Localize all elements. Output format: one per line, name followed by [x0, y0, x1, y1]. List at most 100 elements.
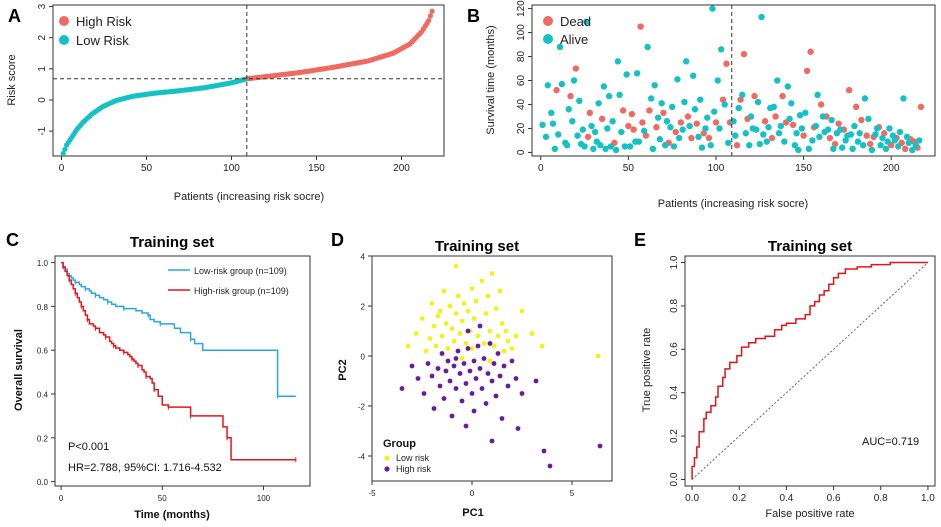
- panel-d-y-label: PC2: [337, 359, 349, 380]
- alive-point: [690, 72, 697, 79]
- alive-point: [856, 130, 863, 137]
- panel-d-legend-high-swatch: [384, 466, 390, 472]
- high-risk-point: [483, 401, 489, 406]
- high-risk-point: [451, 363, 457, 369]
- alive-point: [542, 133, 550, 141]
- alive-point: [758, 13, 765, 21]
- alive-point: [682, 58, 690, 65]
- high-risk-survival-curve: [61, 261, 296, 461]
- alive-point: [793, 130, 800, 137]
- dead-point: [789, 121, 797, 129]
- dead-point: [646, 107, 653, 114]
- panel-d-plot-frame: [371, 255, 613, 482]
- alive-point: [795, 146, 802, 154]
- alive-point: [539, 121, 546, 129]
- dead-point: [863, 132, 870, 139]
- high-risk-point: [465, 346, 471, 351]
- high-risk-point: [465, 328, 471, 334]
- b-x-tick-label: 200: [883, 163, 900, 174]
- alive-point: [658, 100, 665, 107]
- low-risk-point: [471, 316, 477, 321]
- alive-point: [816, 133, 823, 141]
- a-y-tick-label: 2: [37, 34, 48, 40]
- panel-e-y-ticks: 0.0 0.2 0.4 0.6 0.8 1.0: [669, 255, 685, 486]
- alive-point: [709, 5, 716, 12]
- alive-point: [588, 122, 595, 130]
- low-risk-point: [461, 301, 467, 306]
- panel-e: E Training set 0.0 0.2 0.4 0.6 0.8 1.0 0.0 0.2…: [634, 230, 936, 520]
- low-risk-point: [427, 336, 433, 341]
- panel-d-marks: [399, 263, 603, 469]
- low-risk-point: [433, 343, 439, 349]
- d-y-tick-label: 4: [361, 253, 366, 262]
- c-y-tick-label: 0.6: [37, 347, 49, 356]
- dead-point: [584, 133, 592, 141]
- low-risk-point: [479, 278, 485, 284]
- panel-d-legend-low-label: Low risk: [396, 453, 430, 463]
- alive-point: [747, 113, 755, 120]
- panel-a-x-label: Patients (increasing risk socre): [174, 191, 324, 203]
- alive-point: [654, 114, 662, 121]
- alive-point: [569, 118, 576, 125]
- dead-point: [619, 107, 627, 114]
- dead-point: [660, 109, 667, 117]
- low-risk-point: [473, 298, 479, 304]
- low-risk-point: [451, 338, 457, 344]
- d-x-tick-label: -5: [368, 489, 376, 498]
- panel-b-x-ticks: 0 50 100 150 200: [538, 156, 900, 174]
- dead-point: [733, 142, 741, 149]
- a-x-tick-label: 200: [393, 163, 410, 174]
- b-y-tick-label: 120: [516, 0, 527, 17]
- high-risk-point: [457, 371, 463, 376]
- alive-point: [884, 138, 891, 145]
- alive-point: [847, 131, 855, 138]
- panel-b-legend-dead-swatch: [543, 16, 553, 26]
- a-x-tick-label: 100: [223, 163, 240, 174]
- high-risk-point: [463, 423, 469, 429]
- alive-point: [616, 91, 623, 99]
- d-x-tick-label: 0: [470, 489, 475, 498]
- low-risk-point: [469, 346, 475, 351]
- panel-b-marks: [539, 5, 925, 154]
- low-risk-point: [509, 346, 515, 351]
- alive-point: [788, 100, 795, 107]
- low-risk-point: [445, 346, 451, 351]
- high-risk-point: [505, 383, 511, 389]
- c-y-tick-label: 0.0: [37, 478, 49, 487]
- a-y-tick-label: 1: [37, 66, 48, 72]
- panel-e-x-ticks: 0.0 0.2 0.4 0.6 0.8 1.0: [685, 486, 935, 504]
- alive-point: [742, 130, 749, 137]
- high-risk-point: [439, 351, 445, 356]
- alive-point: [718, 46, 725, 53]
- panel-d-legend-title: Group: [383, 438, 416, 450]
- e-y-tick-label: 1.0: [669, 255, 680, 269]
- panel-c-marks: [61, 261, 297, 463]
- dead-point: [567, 92, 574, 100]
- dead-point: [693, 120, 700, 127]
- high-risk-point: [453, 386, 459, 391]
- panel-d-x-ticks: -5 0 5: [368, 481, 575, 498]
- high-risk-point: [497, 373, 503, 379]
- panel-e-marks: [691, 261, 929, 480]
- alive-point: [809, 137, 816, 144]
- low-risk-point: [469, 286, 475, 291]
- panel-e-letter: E: [634, 230, 646, 250]
- alive-point: [576, 97, 583, 105]
- low-risk-point: [495, 333, 501, 339]
- panel-b-y-ticks: 0 20 40 60 80 100 120: [516, 0, 532, 155]
- low-risk-point: [60, 150, 66, 157]
- high-risk-point: [409, 363, 415, 369]
- alive-point: [600, 83, 608, 90]
- alive-point: [686, 122, 693, 130]
- panel-b-x-label: Patients (increasing risk socre): [658, 198, 808, 210]
- alive-point: [854, 138, 862, 145]
- alive-point: [640, 127, 648, 135]
- alive-point: [570, 77, 578, 84]
- alive-point: [681, 98, 688, 106]
- low-risk-point: [419, 316, 425, 321]
- alive-point: [556, 43, 564, 51]
- panel-c-legend-low-label: Low-risk group (n=109): [194, 266, 287, 276]
- high-risk-point: [447, 378, 453, 384]
- panel-d-x-label: PC1: [462, 507, 483, 519]
- panel-c-title: Training set: [130, 234, 214, 251]
